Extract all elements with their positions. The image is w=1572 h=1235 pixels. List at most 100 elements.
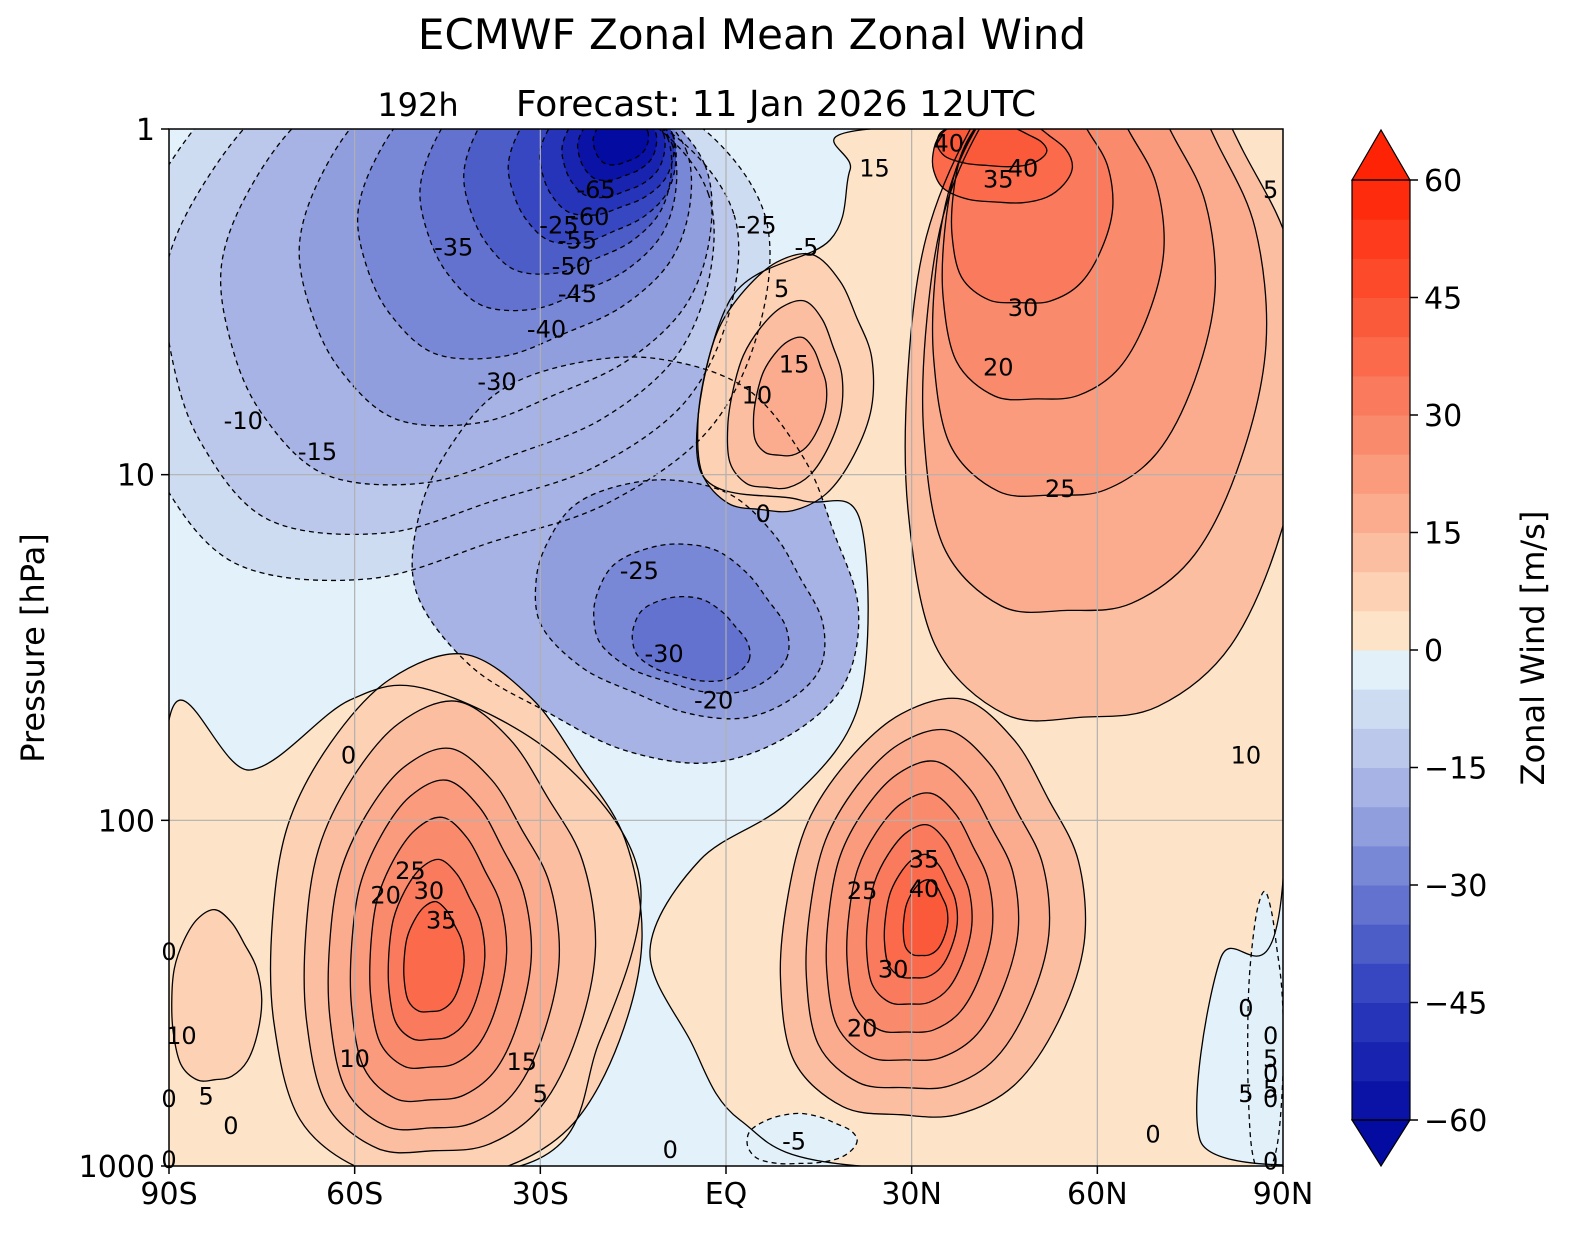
y-tick-label: 1 bbox=[136, 113, 155, 148]
southern-easterly-level-8-contour bbox=[539, 129, 675, 217]
colorbar-segment bbox=[1352, 375, 1410, 416]
forecast-date-label: Forecast: 11 Jan 2026 12UTC bbox=[516, 84, 1036, 125]
southern-easterly-level-7-contour bbox=[507, 129, 677, 245]
colorbar-tick-label: 0 bbox=[1424, 634, 1443, 669]
x-tick-label: EQ bbox=[705, 1177, 748, 1212]
contour-label: 25 bbox=[395, 857, 426, 885]
contour-lines bbox=[169, 129, 1283, 1166]
colorbar-segment bbox=[1352, 845, 1410, 886]
contour-label: -15 bbox=[298, 438, 337, 466]
contour-label: 20 bbox=[370, 882, 401, 910]
equatorial-westerly-level-2-contour bbox=[752, 336, 828, 457]
contour-label: 0 bbox=[1263, 1022, 1278, 1050]
colorbar-segment bbox=[1352, 532, 1410, 573]
northern-jet-level-0-contour bbox=[779, 697, 1087, 1118]
contour-label: -55 bbox=[558, 226, 597, 254]
southern-easterly-level-4-contour bbox=[356, 129, 693, 360]
contour-label: -60 bbox=[570, 203, 609, 231]
colorbar-tick-label: −30 bbox=[1424, 869, 1487, 904]
southern-jet-level-5-contour bbox=[387, 858, 486, 1041]
contour-labels: -65-60-55-50-45-40-35-30-25 -25-25-30-20-… bbox=[161, 129, 1278, 1175]
x-tick-label: 30N bbox=[881, 1177, 942, 1212]
contour-label: 0 bbox=[1145, 1120, 1160, 1148]
contour-label: -5 bbox=[794, 233, 818, 261]
contour-label: 0 bbox=[1263, 1147, 1278, 1175]
southern-jet-level-2-contour bbox=[327, 747, 561, 1131]
x-tick-label: 60S bbox=[326, 1177, 383, 1212]
colorbar-tick-label: −45 bbox=[1424, 987, 1487, 1022]
colorbar-segment bbox=[1352, 258, 1410, 298]
southern-easterly-level-5-contour bbox=[419, 129, 678, 312]
colorbar-segment bbox=[1352, 180, 1410, 220]
colorbar-segment bbox=[1352, 689, 1410, 729]
filled-contours bbox=[169, 129, 1283, 1166]
grid-lines bbox=[169, 129, 1283, 1166]
contour-label: -30 bbox=[477, 368, 516, 396]
northern-vortex-level-1-contour bbox=[921, 129, 1268, 614]
colorbar-segment bbox=[1352, 219, 1410, 259]
contour-label: 10 bbox=[742, 381, 773, 409]
northern-westerly-base-region-contour bbox=[649, 129, 1283, 1166]
colorbar-segment bbox=[1352, 806, 1410, 847]
contour-label: 10 bbox=[339, 1045, 370, 1073]
northern-jet-level-1-contour bbox=[805, 728, 1051, 1090]
colorbar-segment bbox=[1352, 728, 1410, 768]
equatorial-westerly-level-2 bbox=[753, 337, 827, 456]
x-tick-label: 60N bbox=[1067, 1177, 1128, 1212]
surface-easterly-region bbox=[747, 1113, 858, 1164]
colorbar-extend-min bbox=[1350, 1119, 1412, 1168]
south-polar-westerly-region bbox=[171, 909, 262, 1082]
contour-label: 5 bbox=[1238, 1080, 1253, 1108]
southern-easterly-level-11-contour bbox=[592, 129, 650, 166]
southern-easterly-level-11 bbox=[593, 129, 649, 165]
southern-jet-level-4-contour bbox=[369, 816, 508, 1070]
contour-label: 5 bbox=[774, 275, 789, 303]
contour-label: 30 bbox=[878, 955, 909, 983]
colorbar-segment bbox=[1352, 493, 1410, 533]
colorbar-segment bbox=[1352, 1041, 1410, 1082]
equatorial-westerly-level-0-contour bbox=[697, 253, 875, 513]
colorbar-tick-label: −60 bbox=[1424, 1104, 1487, 1139]
easterly-tongue-level-3-contour bbox=[631, 595, 751, 683]
southern-jet-level-0-contour bbox=[269, 653, 643, 1166]
contour-label: 5 bbox=[1263, 176, 1278, 204]
southern-easterly-level-3-contour bbox=[298, 129, 713, 427]
colorbar-tick-label: −15 bbox=[1424, 752, 1487, 787]
equatorial-westerly-level-1-contour bbox=[726, 299, 844, 490]
northern-jet-level-3-contour bbox=[846, 792, 994, 1034]
contour-label: 15 bbox=[859, 154, 890, 182]
arctic-easterly-region-contour bbox=[1247, 890, 1283, 1166]
contour-label: -35 bbox=[434, 233, 473, 261]
contour-label: 5 bbox=[533, 1080, 548, 1108]
x-tick-label: 90S bbox=[140, 1177, 197, 1212]
surface-easterly-region-contour bbox=[746, 1112, 858, 1165]
colorbar-segment bbox=[1352, 1002, 1410, 1043]
contour-label: 40 bbox=[1008, 154, 1039, 182]
contour-label: 40 bbox=[909, 875, 940, 903]
contour-label: -40 bbox=[527, 315, 566, 343]
northern-vortex-level-0-contour bbox=[904, 129, 1283, 722]
y-axis: 1 10 100 1000 bbox=[79, 113, 169, 1185]
contour-label: 0 bbox=[1238, 994, 1253, 1022]
colorbar-tick-label: 60 bbox=[1424, 164, 1462, 199]
colorbar-segment bbox=[1352, 454, 1410, 494]
colorbar-segment bbox=[1352, 767, 1410, 808]
northern-vortex-level-3-contour bbox=[941, 129, 1165, 401]
contour-label: -20 bbox=[694, 686, 733, 714]
southern-jet-level-1-contour bbox=[303, 700, 597, 1154]
colorbar-segment bbox=[1352, 963, 1410, 1003]
contour-label: 10 bbox=[166, 1022, 197, 1050]
southern-jet-level-6 bbox=[403, 901, 465, 1013]
colorbar-segment bbox=[1352, 336, 1410, 377]
contour-label: -30 bbox=[645, 640, 684, 668]
northern-jet-level-6-contour bbox=[902, 879, 949, 957]
contour-label: 30 bbox=[414, 877, 445, 905]
northern-jet-level-5-contour bbox=[883, 853, 959, 979]
contour-label: -25 bbox=[620, 557, 659, 585]
easterly-tongue-level-1-contour bbox=[534, 479, 826, 720]
y-axis-label: Pressure [hPa] bbox=[14, 533, 52, 763]
colorbar-segment bbox=[1352, 297, 1410, 338]
contour-label: 30 bbox=[1008, 294, 1039, 322]
easterly-tongue-level-3 bbox=[632, 596, 751, 682]
